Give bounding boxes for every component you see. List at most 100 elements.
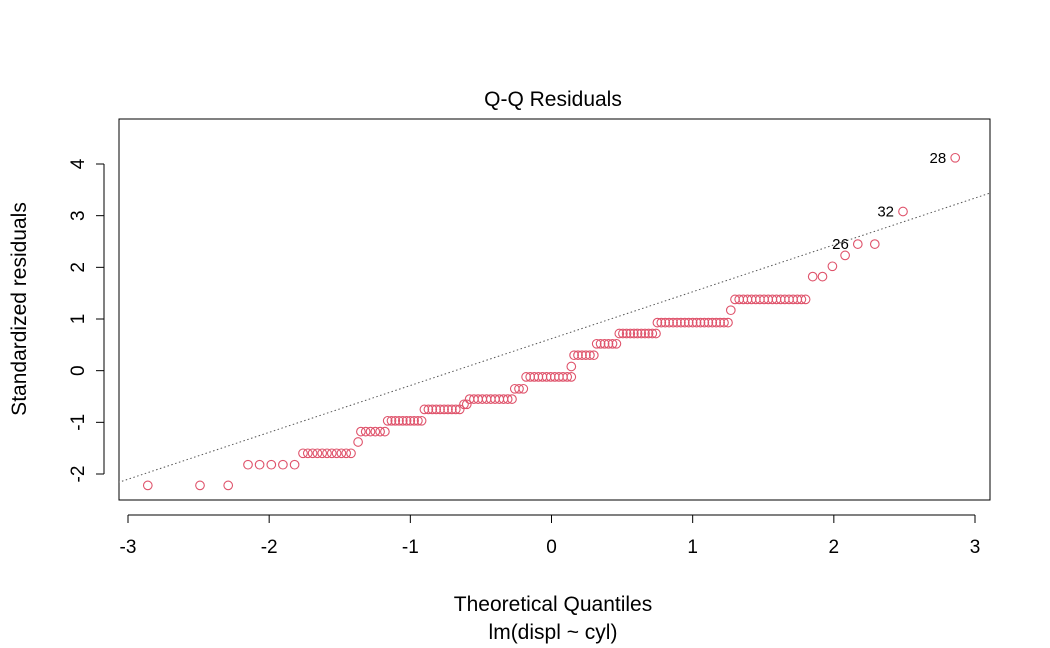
data-point (223, 480, 234, 491)
data-point (725, 305, 736, 316)
data-point (588, 350, 599, 361)
data-point (672, 317, 682, 328)
data-point (562, 372, 573, 382)
chart-title: Q-Q Residuals (484, 88, 622, 111)
data-point (266, 459, 277, 470)
chart-subtitle: lm(displ ~ cyl) (489, 621, 618, 644)
data-point (656, 317, 667, 328)
data-point (629, 328, 639, 339)
data-point (380, 426, 390, 437)
point-label: 26 (832, 236, 849, 253)
y-tick-label: -2 (68, 466, 89, 483)
data-point (566, 361, 577, 372)
data-point (419, 404, 430, 415)
data-point (699, 317, 710, 328)
data-point (711, 317, 722, 328)
plot-frame (118, 118, 991, 501)
y-tick-label: 3 (68, 210, 89, 221)
data-point (800, 294, 811, 305)
data-point (370, 426, 381, 437)
data-point (416, 415, 427, 426)
data-point (405, 415, 416, 426)
data-point (341, 448, 352, 459)
y-tick-label: 2 (68, 262, 89, 273)
data-point (687, 317, 698, 328)
data-point (423, 404, 434, 415)
data-point (317, 448, 328, 459)
data-point (668, 317, 678, 328)
data-point (356, 426, 366, 437)
data-point (796, 294, 807, 305)
data-point (386, 415, 397, 426)
y-tick-label: 0 (68, 365, 89, 376)
data-point (278, 459, 288, 470)
data-point (514, 383, 524, 394)
data-point (869, 239, 880, 249)
point-labels: 28 32 26 (832, 150, 946, 253)
qq-reference-line (119, 192, 990, 483)
data-point (647, 328, 658, 339)
data-point (459, 399, 469, 410)
data-point (447, 404, 457, 415)
data-point (518, 383, 529, 394)
data-point (336, 448, 347, 459)
data-point (298, 448, 308, 459)
data-point (346, 448, 356, 459)
data-point (679, 317, 690, 328)
data-point (827, 261, 838, 272)
y-axis: -2 -1 0 1 2 3 4 (68, 158, 105, 483)
data-point (703, 317, 714, 328)
x-tick-label: 2 (829, 537, 840, 558)
data-point (636, 328, 647, 339)
data-point (618, 328, 628, 339)
data-point (390, 415, 401, 426)
data-point (660, 317, 671, 328)
data-point (331, 448, 342, 459)
data-point (375, 426, 385, 437)
y-tick-label: -1 (68, 414, 89, 431)
data-point (439, 404, 449, 415)
data-point (413, 415, 423, 426)
data-point (573, 350, 583, 361)
y-tick-label: 4 (68, 158, 89, 169)
data-point (409, 415, 419, 426)
x-tick-label: 0 (546, 537, 557, 558)
data-point (360, 426, 371, 437)
data-point (581, 350, 591, 361)
data-point (595, 338, 606, 349)
data-point (591, 338, 602, 349)
data-point (664, 317, 674, 328)
data-point (652, 317, 663, 328)
data-point (394, 415, 404, 426)
data-point (443, 404, 453, 415)
data-point (807, 271, 818, 282)
data-point (707, 317, 718, 328)
data-point (614, 328, 625, 339)
data-point (401, 415, 412, 426)
data-point (599, 338, 610, 349)
data-point (898, 206, 908, 217)
data-point (450, 404, 461, 415)
data-point (643, 328, 654, 339)
data-point (651, 328, 661, 339)
x-tick-label: -3 (120, 537, 137, 558)
x-axis-title: Theoretical Quantiles (454, 593, 652, 616)
data-point (195, 480, 205, 491)
data-point (621, 328, 632, 339)
data-point (427, 404, 438, 415)
data-point (326, 448, 337, 459)
data-point (676, 317, 686, 328)
data-point (431, 404, 442, 415)
x-tick-label: -1 (402, 537, 419, 558)
data-point (691, 317, 702, 328)
data-point (840, 250, 850, 261)
point-label: 28 (930, 150, 947, 167)
data-point (502, 394, 513, 404)
data-point (302, 448, 313, 459)
data-point (507, 394, 517, 404)
data-point (683, 317, 694, 328)
data-point (603, 338, 614, 349)
reference-line-group (119, 192, 990, 483)
data-point (569, 350, 579, 361)
